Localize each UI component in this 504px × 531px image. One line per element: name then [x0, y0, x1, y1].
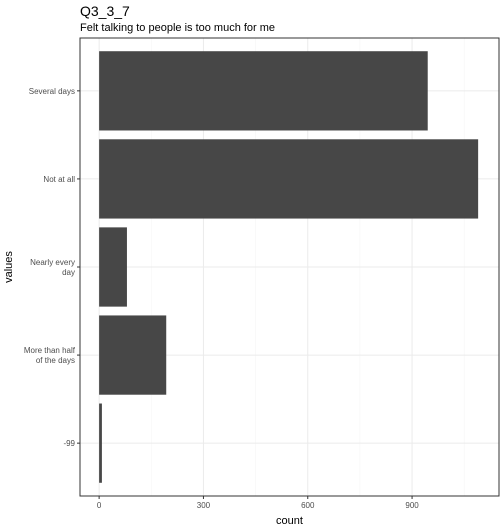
bars — [99, 51, 479, 483]
chart-subtitle: Felt talking to people is too much for m… — [80, 22, 276, 34]
x-axis-label: count — [276, 515, 303, 527]
y-tick-label: More than half — [24, 346, 76, 355]
y-tick-label: Not at all — [43, 175, 75, 184]
x-tick-label: 600 — [301, 501, 315, 510]
bar — [99, 315, 167, 395]
x-axis: 0 300 600 900 — [97, 496, 419, 510]
x-tick-label: 900 — [405, 501, 419, 510]
y-tick-label: Several days — [29, 87, 75, 96]
y-tick-label: Nearly every — [30, 258, 75, 267]
chart-title: Q3_3_7 — [80, 3, 130, 19]
y-tick-label: -99 — [63, 439, 75, 448]
bar — [99, 403, 102, 483]
bar — [99, 227, 127, 307]
bar — [99, 51, 428, 131]
x-tick-label: 0 — [97, 501, 102, 510]
y-tick-label: of the days — [36, 356, 75, 365]
bar — [99, 139, 479, 219]
x-tick-label: 300 — [197, 501, 211, 510]
y-axis-label: values — [3, 251, 15, 283]
y-tick-label: day — [62, 268, 75, 277]
